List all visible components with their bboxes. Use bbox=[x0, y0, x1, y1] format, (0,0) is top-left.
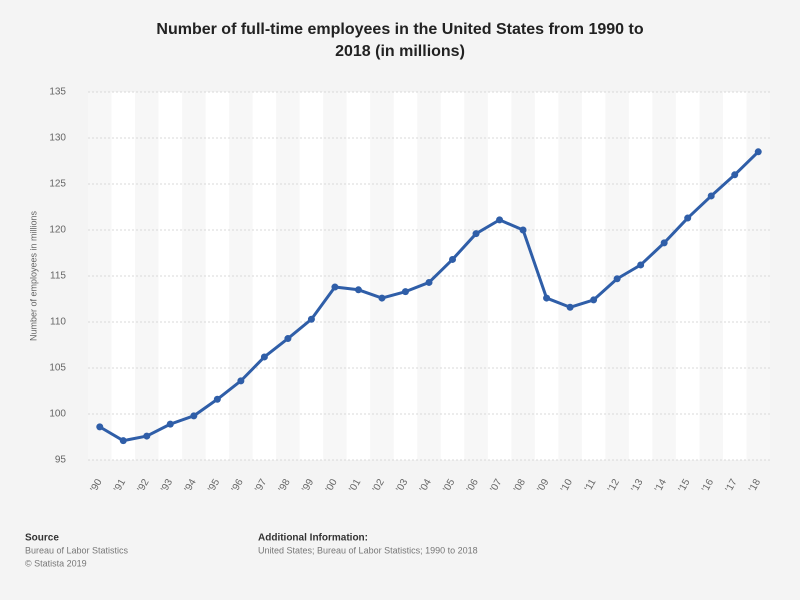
point bbox=[378, 294, 386, 302]
info: United States; Bureau of Labor Statistic… bbox=[258, 545, 478, 555]
point bbox=[707, 192, 715, 200]
source: Bureau of Labor Statistics bbox=[25, 545, 129, 555]
point bbox=[96, 423, 104, 431]
point bbox=[731, 171, 739, 179]
y-tick-label: 115 bbox=[50, 271, 66, 282]
stripe bbox=[135, 92, 159, 460]
stripe bbox=[699, 92, 723, 460]
stripe bbox=[323, 92, 347, 460]
chart-title: Number of full-time employees in the Uni… bbox=[156, 21, 643, 60]
point bbox=[684, 214, 692, 222]
point bbox=[566, 303, 574, 311]
stripe bbox=[746, 92, 770, 460]
point bbox=[284, 335, 292, 343]
point bbox=[143, 432, 151, 440]
point bbox=[754, 148, 762, 156]
point bbox=[331, 283, 339, 291]
y-tick-label: 120 bbox=[49, 225, 66, 236]
point bbox=[166, 420, 174, 428]
point bbox=[543, 294, 551, 302]
y-tick-label: 105 bbox=[49, 363, 66, 374]
info-heading: Additional Information: bbox=[258, 533, 368, 544]
point bbox=[472, 230, 480, 238]
point bbox=[119, 437, 127, 445]
point bbox=[260, 353, 268, 361]
source-heading: Source bbox=[25, 533, 59, 544]
point bbox=[237, 377, 245, 385]
stripe bbox=[511, 92, 535, 460]
point bbox=[449, 255, 457, 263]
point bbox=[590, 296, 598, 304]
point bbox=[307, 315, 315, 323]
point bbox=[354, 286, 362, 294]
y-tick-label: 135 bbox=[49, 87, 66, 98]
y-tick-label: 125 bbox=[49, 179, 66, 190]
point bbox=[660, 239, 668, 247]
point bbox=[213, 395, 221, 403]
y-tick-label: 100 bbox=[49, 409, 66, 420]
point bbox=[425, 278, 433, 286]
point bbox=[190, 412, 198, 420]
stripe bbox=[88, 92, 112, 460]
point bbox=[637, 261, 645, 269]
point bbox=[613, 275, 621, 283]
y-tick-label: 95 bbox=[55, 455, 67, 466]
y-axis-label: Number of employees in millions bbox=[28, 210, 38, 341]
y-tick-label: 110 bbox=[50, 317, 66, 328]
point bbox=[401, 288, 409, 296]
copyright: © Statista 2019 bbox=[25, 558, 87, 568]
point bbox=[496, 216, 504, 224]
y-tick-label: 130 bbox=[49, 133, 66, 144]
point bbox=[519, 226, 527, 234]
